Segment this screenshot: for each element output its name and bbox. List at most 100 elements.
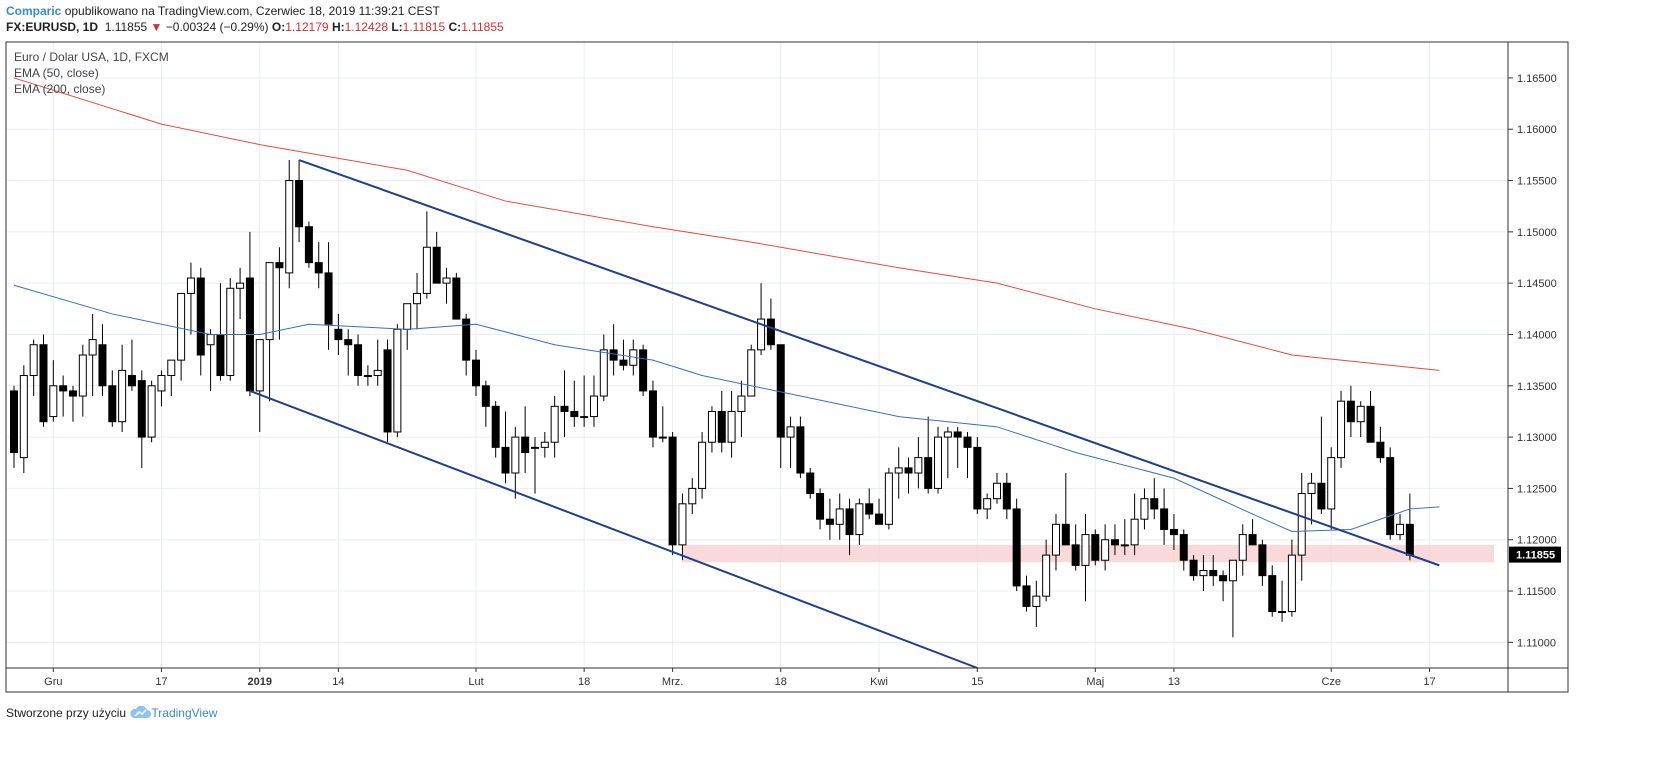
x-tick-label: 13 — [1168, 676, 1180, 688]
high-label: H: — [331, 20, 345, 34]
y-tick-label: 1.13500 — [1517, 381, 1557, 393]
time-axis[interactable]: Gru 17 2019 14 Lut 18 Mrz. 18 Kwi 15 Maj 13 Cze 17 — [44, 668, 1436, 688]
candle-up — [29, 344, 38, 377]
last-price: 1.11855 — [104, 20, 148, 34]
candle-up — [147, 385, 156, 438]
made-with-text: Stworzone przy użyciu — [6, 706, 127, 720]
low-label: L: — [391, 20, 403, 34]
candle-down — [619, 359, 628, 366]
candle-up — [363, 375, 372, 378]
open-value: 1.12179 — [285, 20, 329, 34]
candle-up — [177, 292, 186, 361]
candle-up — [707, 410, 716, 443]
candle-down — [865, 503, 874, 515]
candle-up — [118, 369, 127, 423]
price-tag-label: 1.11855 — [1516, 550, 1555, 562]
candle-down — [1110, 539, 1119, 546]
y-tick-label: 1.12500 — [1517, 483, 1557, 495]
price-axis[interactable]: 1.16500 1.16000 1.15500 1.15000 1.14500 1.140… — [1508, 73, 1557, 649]
tradingview-link[interactable]: TradingView — [151, 706, 218, 720]
candle-up — [786, 426, 795, 438]
candle-up — [19, 375, 28, 459]
candle-down — [462, 318, 471, 361]
candle-down — [1258, 544, 1267, 577]
candle-up — [226, 287, 235, 377]
candle-down — [1012, 508, 1021, 587]
candle-up — [914, 457, 923, 474]
candle-down — [648, 390, 657, 438]
candle-up — [88, 339, 97, 356]
candle-up — [658, 436, 667, 439]
published-text: opublikowano na TradingView.com, Czerwie… — [64, 4, 440, 18]
candle-up — [265, 262, 274, 341]
candle-up — [285, 180, 294, 274]
x-tick-label: Cze — [1321, 676, 1341, 688]
candle-down — [924, 457, 933, 489]
candle-up — [422, 246, 431, 294]
candle-down — [137, 380, 146, 438]
candle-down — [668, 436, 677, 546]
candle-down — [1061, 523, 1070, 546]
candle-up — [167, 359, 176, 377]
candle-up — [1051, 523, 1060, 556]
author-link[interactable]: Comparic — [6, 4, 62, 18]
candle-down — [806, 472, 815, 495]
chart-title: Euro / Dolar USA, 1D, FXCM — [14, 50, 169, 64]
candle-up — [1081, 534, 1090, 566]
candle-down — [570, 410, 579, 418]
candle-down — [196, 277, 205, 356]
candle-up — [1101, 539, 1110, 561]
candle-down — [776, 344, 785, 438]
candle-up — [1287, 554, 1296, 613]
candle-down — [1002, 482, 1011, 510]
candle-down — [1366, 405, 1375, 443]
candle-up — [1356, 405, 1365, 423]
candle-up — [757, 318, 766, 351]
y-tick-label: 1.13000 — [1517, 432, 1557, 444]
candle-up — [943, 431, 952, 438]
candle-down — [875, 513, 884, 525]
candle-down — [973, 446, 982, 510]
candle-up — [747, 349, 756, 397]
candle-down — [639, 349, 648, 392]
candle-down — [334, 328, 343, 341]
candle-up — [727, 410, 736, 443]
candle-up — [78, 354, 87, 397]
candle-down — [344, 339, 353, 346]
candle-down — [963, 436, 972, 448]
candle-down — [1386, 457, 1395, 536]
candle-down — [1091, 534, 1100, 561]
candle-down — [491, 405, 500, 448]
x-tick-label: 14 — [332, 676, 344, 688]
footer: Stworzone przy użyciu TradingView — [6, 705, 218, 720]
candle-up — [186, 277, 195, 294]
candle-up — [255, 339, 264, 392]
candle-down — [1248, 534, 1257, 546]
tradingview-cloud-icon — [130, 705, 152, 718]
candle-down — [432, 246, 441, 284]
candle-up — [413, 292, 422, 305]
ema50-legend[interactable]: EMA (50, close) — [14, 66, 99, 80]
candle-down — [766, 318, 775, 346]
candle-down — [127, 375, 136, 387]
candle-down — [1376, 441, 1385, 459]
candle-down — [383, 349, 392, 433]
ema200-legend[interactable]: EMA (200, close) — [14, 82, 106, 96]
candle-down — [796, 426, 805, 474]
candle-down — [1317, 482, 1326, 510]
candle-down — [1346, 400, 1355, 423]
x-tick-label: 2019 — [248, 676, 272, 688]
candle-down — [314, 262, 323, 274]
change-value: −0.00324 (−0.29%) — [165, 20, 269, 34]
candle-up — [589, 395, 598, 418]
candle-up — [1140, 498, 1149, 520]
channel-lower-line — [249, 389, 978, 669]
candle-up — [206, 333, 215, 346]
candle-up — [1297, 493, 1306, 556]
candle-down — [845, 508, 854, 536]
candle-up — [1032, 595, 1041, 607]
y-tick-label: 1.15500 — [1517, 176, 1557, 188]
candle-down — [1071, 544, 1080, 566]
y-tick-label: 1.11500 — [1517, 586, 1556, 598]
